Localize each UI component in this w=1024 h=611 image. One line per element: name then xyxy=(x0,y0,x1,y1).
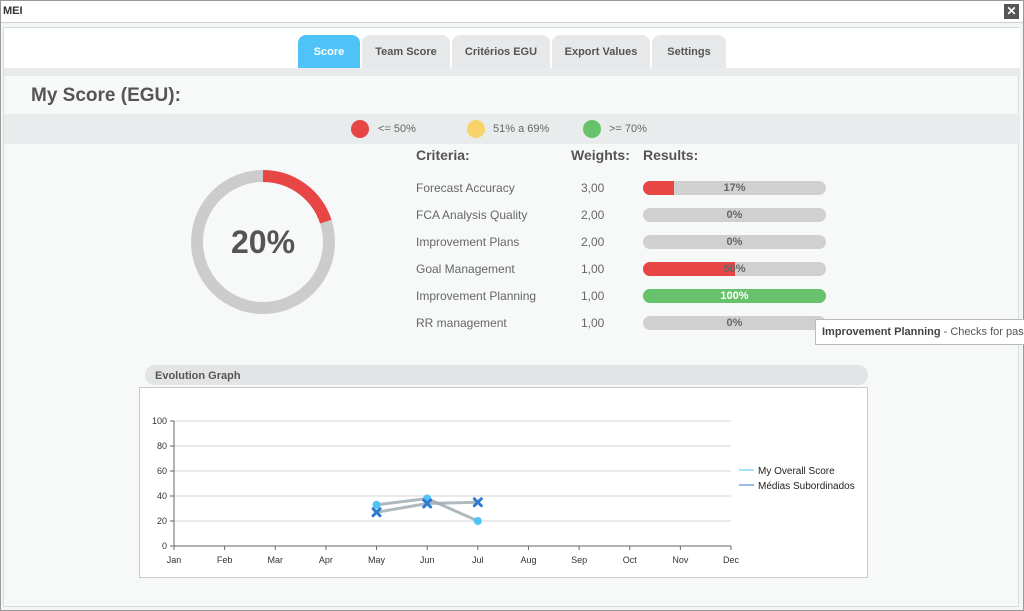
x-tick-label: Sep xyxy=(571,555,587,565)
criteria-name: Improvement Plans xyxy=(416,235,520,249)
title-bar: MEI ✕ xyxy=(1,1,1023,23)
x-tick-label: Jul xyxy=(472,555,484,565)
data-point xyxy=(372,500,381,509)
overall-score-value: 20% xyxy=(230,224,296,260)
y-tick-label: 60 xyxy=(157,466,167,476)
weights-header: Weights: xyxy=(571,147,630,163)
result-bar[interactable]: 0% xyxy=(643,235,826,249)
threshold-label-low: <= 50% xyxy=(378,123,416,135)
x-tick-label: May xyxy=(368,555,386,565)
x-tick-label: Oct xyxy=(623,555,638,565)
red-dot-icon xyxy=(351,120,369,138)
result-bar-fill xyxy=(643,289,826,303)
result-bar[interactable]: 0% xyxy=(643,208,826,222)
result-bar[interactable]: 0% xyxy=(643,316,826,330)
criteria-weight: 2,00 xyxy=(581,208,605,222)
x-tick-label: Aug xyxy=(520,555,536,565)
x-tick-label: Feb xyxy=(217,555,233,565)
x-tick-label: Jun xyxy=(420,555,435,565)
tab-bar: Score Team Score Critérios EGU Export Va… xyxy=(4,28,1020,74)
tab-team-score[interactable]: Team Score xyxy=(362,35,450,69)
x-tick-label: Dec xyxy=(723,555,740,565)
legend-label: My Overall Score xyxy=(758,466,835,477)
y-tick-label: 80 xyxy=(157,441,167,451)
result-bar-label: 0% xyxy=(726,209,743,221)
tab-underline xyxy=(4,68,1020,76)
close-icon[interactable]: ✕ xyxy=(1004,4,1019,19)
result-bar-label: 50% xyxy=(723,263,746,275)
criteria-weight: 1,00 xyxy=(581,262,605,276)
result-bar-label: 100% xyxy=(720,290,749,302)
data-point xyxy=(371,507,382,518)
criteria-name: RR management xyxy=(416,316,507,330)
tab-export-values[interactable]: Export Values xyxy=(552,35,650,69)
y-tick-label: 0 xyxy=(162,541,167,551)
criteria-header: Criteria: xyxy=(416,147,470,163)
overall-score-donut xyxy=(191,170,335,314)
criteria-name: Forecast Accuracy xyxy=(416,181,515,195)
criteria-weight: 3,00 xyxy=(581,181,605,195)
data-point xyxy=(422,498,433,509)
result-bar-fill xyxy=(643,262,735,276)
threshold-label-high: >= 70% xyxy=(609,123,647,135)
criteria-tooltip: Improvement Planning - Checks for past c xyxy=(815,319,1024,345)
criteria-name: Goal Management xyxy=(416,262,515,276)
results-header: Results: xyxy=(643,147,699,163)
data-point xyxy=(472,497,483,508)
result-bar[interactable]: 17% xyxy=(643,181,826,195)
window-title: MEI xyxy=(3,5,23,17)
criteria-name: FCA Analysis Quality xyxy=(416,208,528,222)
donut-fill xyxy=(191,170,335,314)
tab-score[interactable]: Score xyxy=(298,35,360,69)
result-bar-label: 17% xyxy=(723,182,746,194)
x-tick-label: Apr xyxy=(319,555,333,565)
tab-criterios-egu[interactable]: Critérios EGU xyxy=(452,35,550,69)
result-bar-fill xyxy=(643,181,675,195)
page-title: My Score (EGU): xyxy=(31,85,181,106)
y-tick-label: 100 xyxy=(152,416,167,426)
tooltip-text: - Checks for past c xyxy=(943,326,1024,338)
threshold-legend: <= 50% 51% a 69% >= 70% xyxy=(4,114,1020,144)
criteria-weight: 1,00 xyxy=(581,289,605,303)
legend-label: Médias Subordinados xyxy=(758,481,855,492)
x-tick-label: Jan xyxy=(167,555,182,565)
criteria-weight: 1,00 xyxy=(581,316,605,330)
evolution-chart: 0 20 40 60 80 100 Jan Feb Mar Apr May Jun Jul Aug Sep O… xyxy=(152,416,855,565)
result-bar[interactable]: 100% xyxy=(643,289,826,303)
tooltip-title: Improvement Planning xyxy=(822,326,941,338)
criteria-weight: 2,00 xyxy=(581,235,605,249)
x-tick-label: Nov xyxy=(672,555,689,565)
tab-settings[interactable]: Settings xyxy=(652,35,726,69)
evolution-graph-title: Evolution Graph xyxy=(155,370,241,382)
threshold-label-mid: 51% a 69% xyxy=(493,123,550,135)
result-bar-label: 0% xyxy=(726,236,743,248)
result-bar-label: 0% xyxy=(726,317,743,329)
y-tick-label: 20 xyxy=(157,516,167,526)
criteria-name: Improvement Planning xyxy=(416,289,537,303)
x-tick-label: Mar xyxy=(268,555,284,565)
result-bar[interactable]: 50% xyxy=(643,262,826,276)
yellow-dot-icon xyxy=(467,120,485,138)
y-tick-label: 40 xyxy=(157,491,167,501)
green-dot-icon xyxy=(583,120,601,138)
data-point xyxy=(473,517,482,525)
evolution-graph-header xyxy=(145,365,868,385)
